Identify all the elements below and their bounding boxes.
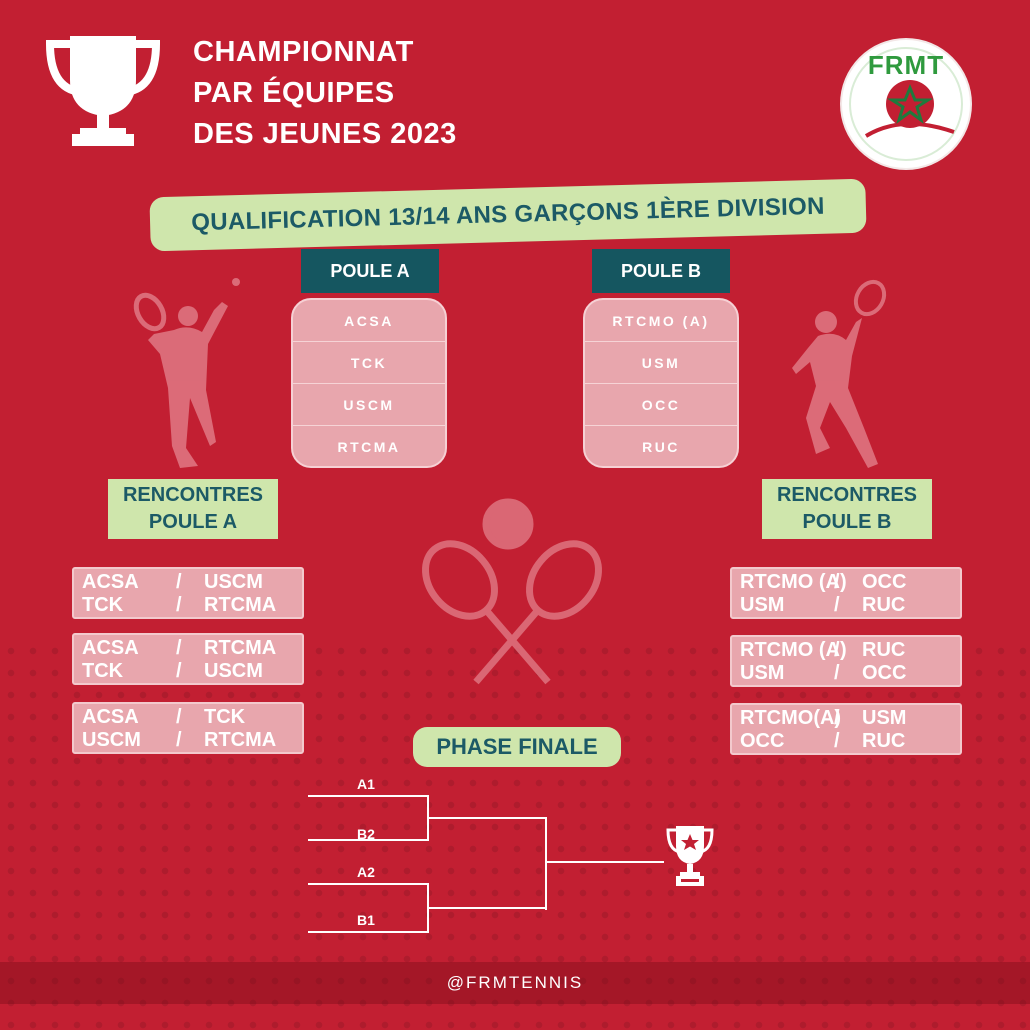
versus-separator: /: [834, 571, 840, 593]
logo-text: FRMT: [867, 50, 945, 80]
title-line-1: CHAMPIONNAT: [193, 36, 414, 68]
poule-a-team: USCM: [293, 384, 445, 426]
bracket-slot-a2: A2: [357, 864, 375, 880]
match-line: USCM / RTCMA: [82, 729, 294, 752]
versus-separator: /: [834, 639, 840, 661]
versus-separator: /: [834, 594, 840, 616]
poule-b-team: RTCMO (A): [585, 300, 737, 342]
bracket-slot-b2: B2: [357, 826, 375, 842]
title-line-3: DES JEUNES 2023: [193, 118, 457, 150]
team-name: USCM: [204, 660, 263, 682]
frmt-logo: FRMT: [842, 40, 970, 168]
match-line: ACSA / RTCMA: [82, 637, 294, 660]
page-title: CHAMPIONNAT PAR ÉQUIPES DES JEUNES 2023: [193, 32, 457, 155]
match-line: RTCMO(A) / USM: [740, 707, 952, 730]
versus-separator: /: [176, 706, 182, 728]
match-line: TCK / RTCMA: [82, 594, 294, 617]
title-line-2: PAR ÉQUIPES: [193, 77, 395, 109]
team-name: OCC: [862, 662, 907, 684]
team-name: ACSA: [82, 706, 139, 728]
team-name: USM: [740, 594, 785, 616]
rencontres-a-title: RENCONTRES POULE A: [108, 479, 278, 539]
match-line: RTCMO (A) / OCC: [740, 571, 952, 594]
team-name: OCC: [862, 571, 907, 593]
team-name: ACSA: [82, 637, 139, 659]
qualification-banner: QUALIFICATION 13/14 ANS GARÇONS 1ÈRE DIV…: [149, 178, 867, 252]
team-name: TCK: [82, 594, 124, 616]
versus-separator: /: [176, 594, 182, 616]
poule-a-list: ACSA TCK USCM RTCMA: [291, 298, 447, 468]
match-line: ACSA / USCM: [82, 571, 294, 594]
poule-a-team: TCK: [293, 342, 445, 384]
versus-separator: /: [834, 662, 840, 684]
rencontres-b-title: RENCONTRES POULE B: [762, 479, 932, 539]
team-name: RTCMA: [204, 637, 277, 659]
tennis-player-left-icon: [133, 278, 240, 468]
team-name: USM: [862, 707, 907, 729]
crossed-rackets-icon: [422, 498, 602, 685]
match-card: RTCMO(A) / USM OCC / RUC: [730, 703, 962, 755]
versus-separator: /: [176, 660, 182, 682]
team-name: TCK: [204, 706, 246, 728]
bracket-final-line: [546, 861, 664, 863]
poule-b-team: OCC: [585, 384, 737, 426]
team-name: TCK: [82, 660, 124, 682]
poule-b-list: RTCMO (A) USM OCC RUC: [583, 298, 739, 468]
team-name: RTCMO (A): [740, 571, 847, 593]
tennis-player-right-icon: [792, 279, 887, 468]
match-line: TCK / USCM: [82, 660, 294, 683]
winner-trophy-icon: [666, 826, 714, 886]
poule-b-header: POULE B: [592, 249, 730, 293]
team-name: USCM: [82, 729, 141, 751]
team-name: RTCMO(A): [740, 707, 842, 729]
poule-a-header: POULE A: [301, 249, 439, 293]
team-name: RUC: [862, 730, 906, 752]
bracket-slot-b1: B1: [357, 912, 375, 928]
match-card: RTCMO (A) / OCC USM / RUC: [730, 567, 962, 619]
match-card: RTCMO (A) / RUC USM / OCC: [730, 635, 962, 687]
rencontres-a-title-line: POULE A: [148, 511, 238, 533]
trophy-icon: [45, 36, 161, 146]
versus-separator: /: [834, 707, 840, 729]
phase-finale-title: PHASE FINALE: [413, 727, 621, 767]
poule-a-team: ACSA: [293, 300, 445, 342]
versus-separator: /: [176, 571, 182, 593]
match-line: ACSA / TCK: [82, 706, 294, 729]
versus-separator: /: [834, 730, 840, 752]
versus-separator: /: [176, 729, 182, 751]
team-name: USM: [740, 662, 785, 684]
match-line: OCC / RUC: [740, 730, 952, 753]
bracket-slot-a1: A1: [357, 776, 375, 792]
team-name: OCC: [740, 730, 785, 752]
match-card: ACSA / TCK USCM / RTCMA: [72, 702, 304, 754]
team-name: USCM: [204, 571, 263, 593]
match-line: USM / RUC: [740, 594, 952, 617]
rencontres-b-title-line: POULE B: [802, 511, 892, 533]
bracket-lines: [308, 795, 570, 933]
team-name: RTCMO (A): [740, 639, 847, 661]
team-name: RUC: [862, 594, 906, 616]
match-card: ACSA / RTCMA TCK / USCM: [72, 633, 304, 685]
team-name: RTCMA: [204, 594, 277, 616]
team-name: RTCMA: [204, 729, 277, 751]
rencontres-a-title-line: RENCONTRES: [122, 484, 263, 506]
match-line: USM / OCC: [740, 662, 952, 685]
footer-handle: @FRMTENNIS: [0, 962, 1030, 1004]
versus-separator: /: [176, 637, 182, 659]
match-card: ACSA / USCM TCK / RTCMA: [72, 567, 304, 619]
poule-b-team: RUC: [642, 439, 680, 455]
match-line: RTCMO (A) / RUC: [740, 639, 952, 662]
rencontres-b-title-line: RENCONTRES: [776, 484, 917, 506]
team-name: ACSA: [82, 571, 139, 593]
poule-a-team: RTCMA: [337, 439, 401, 455]
poule-b-team: USM: [585, 342, 737, 384]
team-name: RUC: [862, 639, 906, 661]
